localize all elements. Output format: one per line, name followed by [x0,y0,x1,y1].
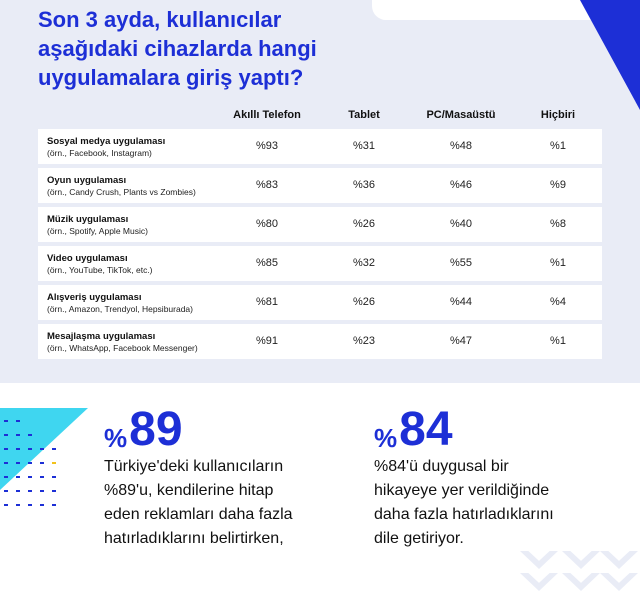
cell-value: %80 [255,218,279,230]
row-subtitle: (örn., Spotify, Apple Music) [47,226,148,236]
cell-value: %83 [255,179,279,191]
stat-2-line-3: daha fazla hatırladıklarını [374,506,554,523]
cell-value: %23 [352,335,376,347]
cell-value: %9 [550,179,566,191]
column-header-tablet: Tablet [348,109,380,121]
cell-value: %55 [449,257,473,269]
table-row: Alışveriş uygulaması (örn., Amazon, Tren… [38,285,602,320]
stat-2-text: %84'ü duygusal bir hikayeye yer verildiğ… [374,455,554,551]
cell-value: %44 [449,296,473,308]
column-header-none: Hiçbiri [540,109,576,121]
row-subtitle: (örn., Candy Crush, Plants vs Zombies) [47,187,196,197]
cell-value: %1 [550,335,566,347]
table-row: Müzik uygulaması (örn., Spotify, Apple M… [38,207,602,242]
cell-value: %26 [352,218,376,230]
decorative-chevron [562,551,600,569]
cell-value: %1 [550,257,566,269]
row-title: Video uygulaması [47,253,128,264]
cell-value: %36 [352,179,376,191]
cell-value: %91 [255,335,279,347]
cell-value: %48 [449,140,473,152]
cell-value: %46 [449,179,473,191]
table-row: Oyun uygulaması (örn., Candy Crush, Plan… [38,168,602,203]
stat-1-line-4: hatırladıklarını belirtirken, [104,530,284,547]
stat-1-number: %89 [104,405,183,463]
cell-value: %47 [449,335,473,347]
stat-1-text: Türkiye'deki kullanıcıların %89'u, kendi… [104,455,293,551]
cell-value: %32 [352,257,376,269]
row-subtitle: (örn., YouTube, TikTok, etc.) [47,265,153,275]
decorative-chevron [520,551,558,569]
row-title: Alışveriş uygulaması [47,292,142,303]
row-subtitle: (örn., WhatsApp, Facebook Messenger) [47,343,198,353]
row-title: Oyun uygulaması [47,175,127,186]
decorative-dots [4,420,56,506]
title-line-2: aşağıdaki cihazlarda hangi [38,36,317,61]
stat-2-prefix: % [374,423,398,453]
cell-value: %31 [352,140,376,152]
decorative-chevron [520,573,558,591]
decorative-chevron [600,573,638,591]
title-line-3: uygulamalara giriş yaptı? [38,65,304,90]
decorative-chevron [600,551,638,569]
column-header-pc: PC/Masaüstü [426,109,496,121]
cell-value: %8 [550,218,566,230]
title-line-1: Son 3 ayda, kullanıcılar [38,7,282,32]
table-row: Mesajlaşma uygulaması (örn., WhatsApp, F… [38,324,602,359]
stats-section: %89 Türkiye'deki kullanıcıların %89'u, k… [0,383,640,599]
stat-1-value: 89 [129,403,183,456]
cell-value: %93 [255,140,279,152]
stat-2-line-2: hikayeye yer verildiğinde [374,482,550,499]
row-title: Müzik uygulaması [47,214,129,225]
stat-1-prefix: % [104,423,128,453]
table-row: Sosyal medya uygulaması (örn., Facebook,… [38,129,602,164]
survey-panel: Son 3 ayda, kullanıcılar aşağıdaki cihaz… [0,0,640,383]
decorative-corner [580,0,640,110]
table-row: Video uygulaması (örn., YouTube, TikTok,… [38,246,602,281]
cell-value: %1 [550,140,566,152]
cell-value: %81 [255,296,279,308]
stat-1-line-2: %89'u, kendilerine hitap [104,482,274,499]
row-title: Mesajlaşma uygulaması [47,331,156,342]
cell-value: %85 [255,257,279,269]
column-header-smartphone: Akıllı Telefon [233,109,301,121]
usage-table: Sosyal medya uygulaması (örn., Facebook,… [38,129,602,363]
top-card [372,0,608,20]
row-subtitle: (örn., Facebook, Instagram) [47,148,152,158]
stat-2-line-4: dile getiriyor. [374,530,464,547]
cell-value: %26 [352,296,376,308]
stat-2-value: 84 [399,403,453,456]
stat-1-line-1: Türkiye'deki kullanıcıların [104,458,284,475]
row-subtitle: (örn., Amazon, Trendyol, Hepsiburada) [47,304,193,314]
row-title: Sosyal medya uygulaması [47,136,166,147]
cell-value: %4 [550,296,566,308]
cell-value: %40 [449,218,473,230]
decorative-chevron [562,573,600,591]
stat-1-line-3: eden reklamları daha fazla [104,506,293,523]
page-title: Son 3 ayda, kullanıcılar aşağıdaki cihaz… [38,5,368,92]
stat-2-line-1: %84'ü duygusal bir [374,458,509,475]
stat-2-number: %84 [374,405,453,463]
